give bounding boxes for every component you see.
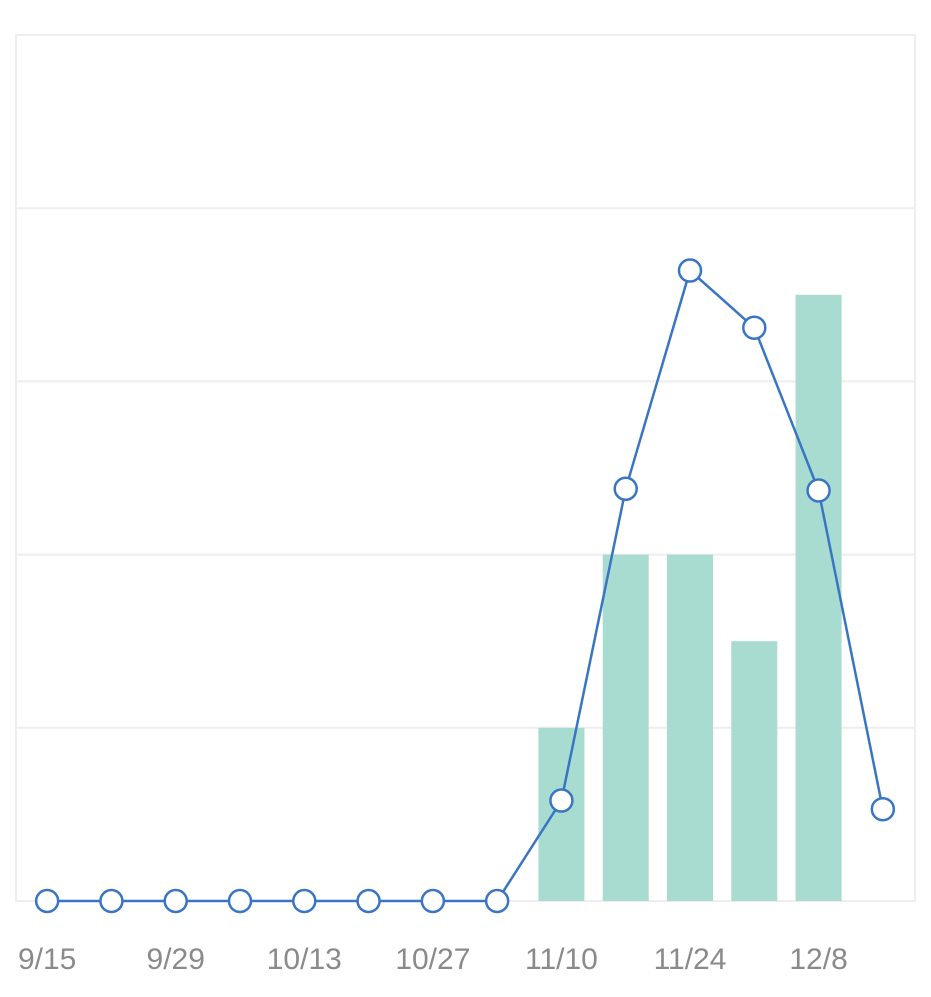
bar xyxy=(538,727,585,901)
point xyxy=(292,888,317,914)
point xyxy=(227,888,253,914)
x-tick-label: 9/15 xyxy=(18,943,76,976)
plot-frame xyxy=(15,34,916,902)
bar xyxy=(667,554,713,901)
point xyxy=(806,478,831,503)
x-tick-label: 11/10 xyxy=(525,943,598,976)
point xyxy=(549,788,574,813)
point xyxy=(420,888,446,914)
x-tick-label: 9/29 xyxy=(147,943,205,976)
point xyxy=(163,888,188,914)
point xyxy=(99,888,124,914)
point xyxy=(356,888,381,914)
point xyxy=(613,476,638,502)
bar xyxy=(795,294,842,901)
point xyxy=(34,888,60,914)
point xyxy=(742,315,767,340)
x-tick-label: 12/8 xyxy=(789,943,847,976)
bar xyxy=(731,641,778,901)
x-tick-label: 11/24 xyxy=(654,943,727,976)
x-tick-label: 10/13 xyxy=(267,943,342,976)
bar xyxy=(602,554,649,901)
point xyxy=(677,258,703,283)
point xyxy=(870,796,896,822)
point xyxy=(484,888,510,914)
x-tick-label: 10/27 xyxy=(395,943,470,976)
